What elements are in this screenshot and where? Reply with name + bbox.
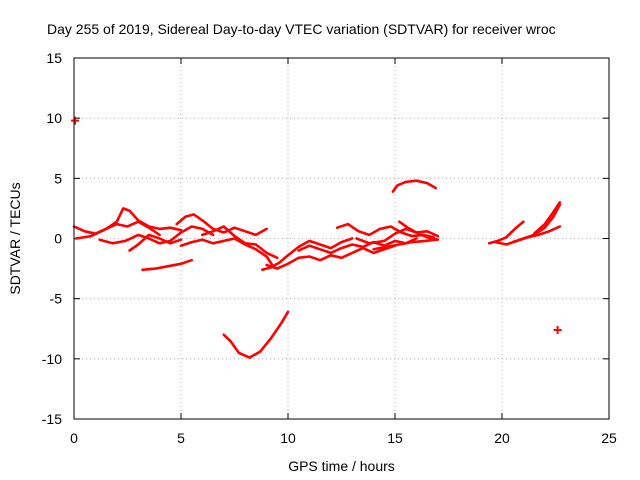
series-point-1 [71, 116, 80, 125]
series-arc-8 [201, 225, 279, 260]
y-tick-label: 15 [46, 50, 62, 66]
x-axis-title: GPS time / hours [288, 458, 395, 474]
data-series [71, 116, 562, 359]
tick-labels: 0 5 10 15 20 25 -15 -10 -5 0 5 10 15 [42, 50, 617, 446]
plot-frame [73, 57, 610, 420]
series-arc-2 [74, 207, 183, 240]
series-arc-21 [532, 201, 562, 235]
x-tick-label: 0 [70, 430, 78, 446]
series-arc-3 [98, 225, 215, 245]
series-arc-13 [335, 222, 435, 239]
series-arc-16 [397, 220, 440, 238]
series-arc-15 [372, 238, 438, 251]
series-arc-10 [260, 237, 354, 272]
series-arc-11 [265, 244, 397, 270]
series-arc-6 [175, 213, 268, 237]
series-arc-4 [128, 233, 183, 252]
y-axis-title: SDTVAR / TECUs [7, 182, 23, 294]
series-arc-19 [494, 225, 562, 246]
series-arc-17 [391, 179, 438, 193]
grid [74, 58, 609, 419]
x-tick-label: 10 [280, 430, 296, 446]
x-tick-label: 20 [494, 430, 510, 446]
y-tick-label: 10 [46, 110, 62, 126]
x-tick-label: 5 [177, 430, 185, 446]
y-tick-label: -10 [42, 351, 62, 367]
y-tick-label: -15 [42, 411, 62, 427]
series-arc-1 [72, 220, 161, 237]
series-arc-12 [297, 237, 418, 255]
series-arc-20 [511, 203, 562, 244]
chart-title: Day 255 of 2019, Sidereal Day-to-day VTE… [47, 21, 556, 37]
y-tick-label: -5 [50, 291, 63, 307]
series-arc-7 [179, 237, 275, 268]
x-tick-label: 25 [601, 430, 617, 446]
series-point-2 [553, 325, 562, 334]
y-tick-label: 5 [54, 170, 62, 186]
series-arc-14 [355, 227, 440, 245]
series-arc-5 [141, 258, 193, 272]
series-arc-9 [222, 310, 290, 359]
x-tick-label: 15 [387, 430, 403, 446]
y-tick-label: 0 [54, 231, 62, 247]
